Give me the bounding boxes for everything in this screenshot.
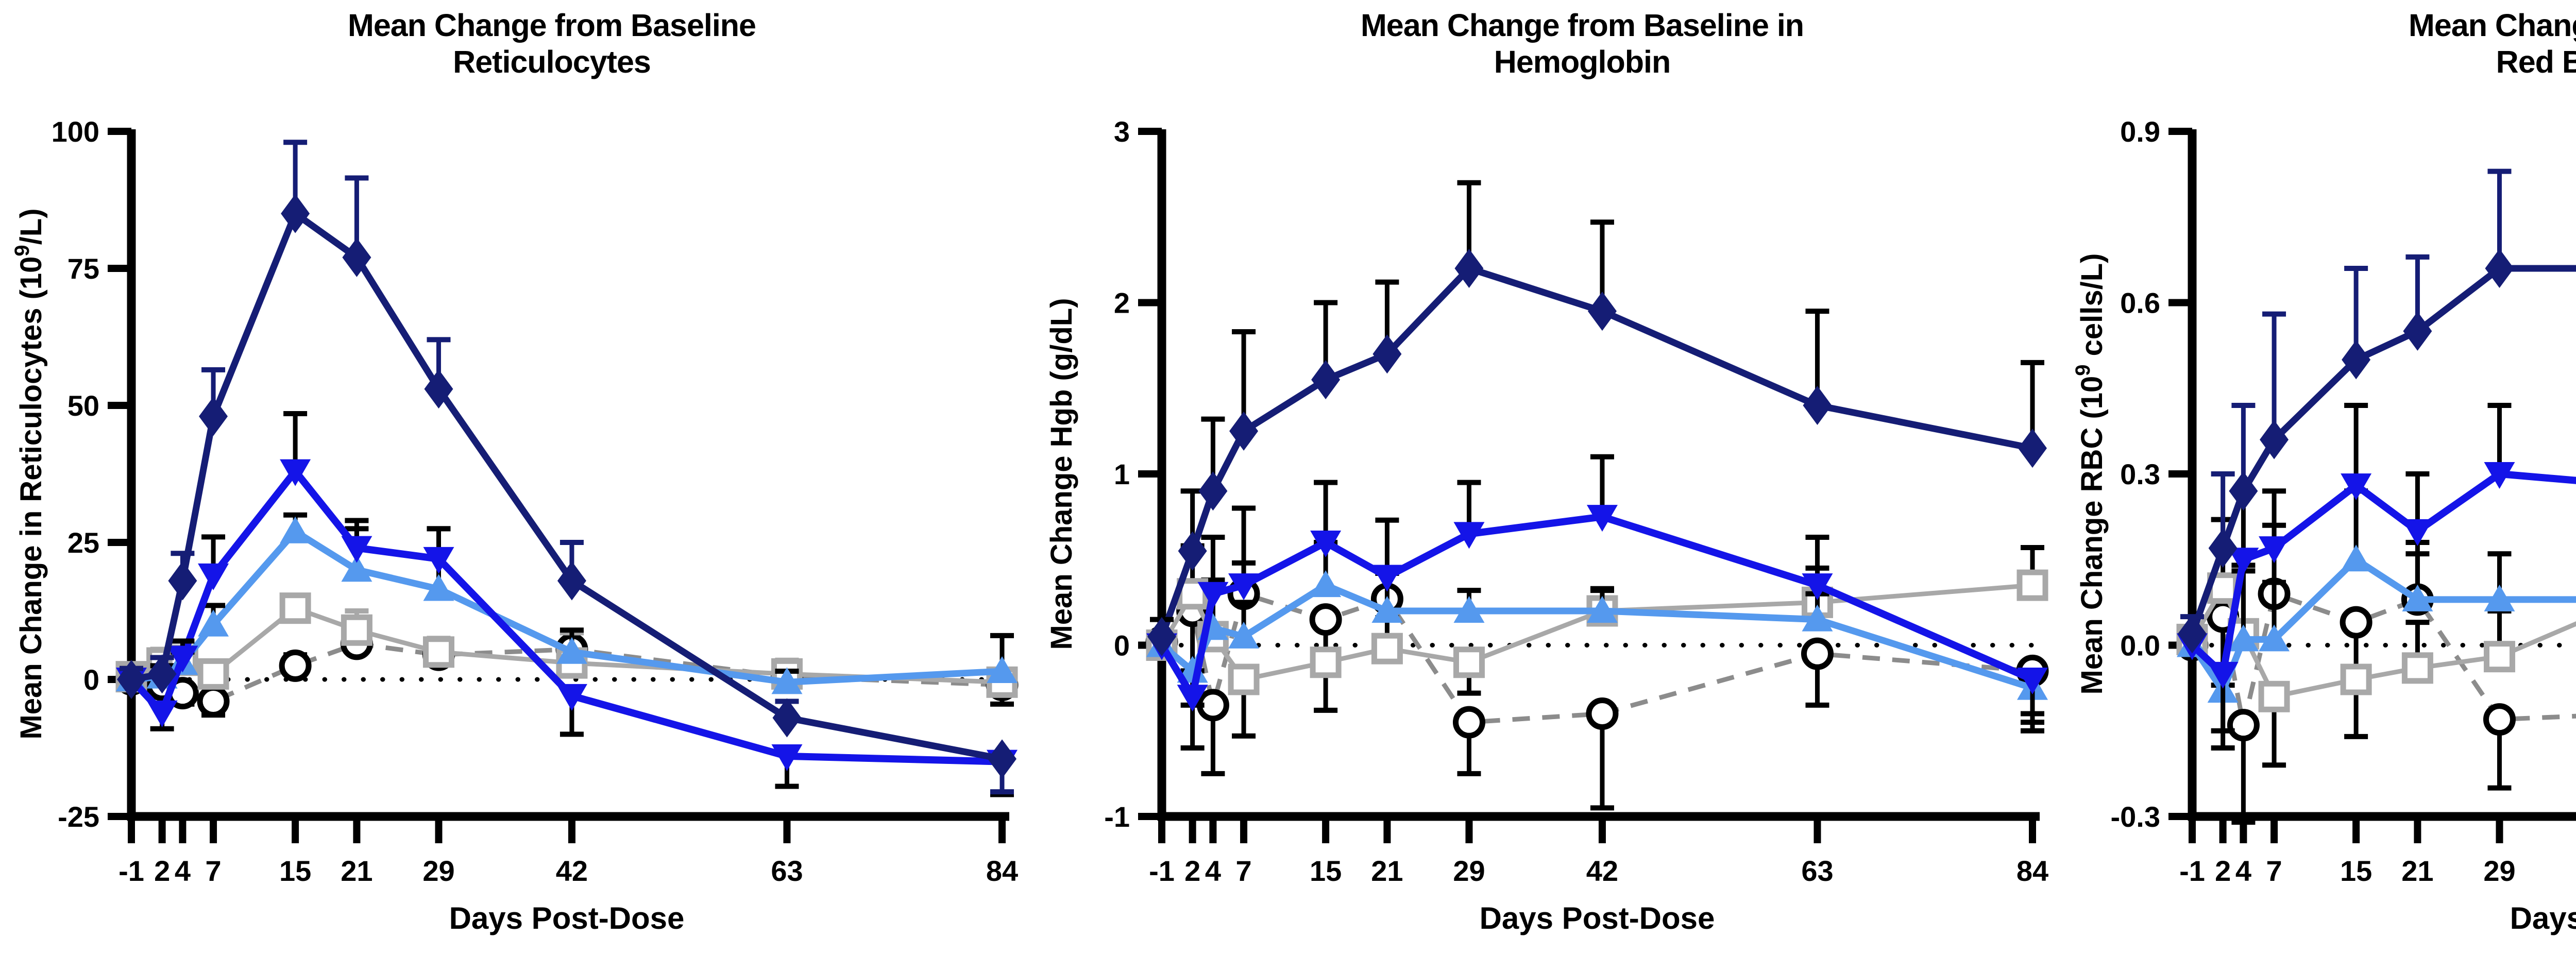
svg-text:15: 15 (1310, 855, 1342, 887)
svg-text:4: 4 (2235, 855, 2251, 887)
reticulocytes-plot-canvas: 100 75 50 25 0 -25 -1 2 4 7 15 21 29 42 63 84 Days Post-… (11, 115, 1019, 935)
svg-text:7: 7 (1235, 855, 1251, 887)
svg-text:50: 50 (67, 389, 99, 422)
axes (127, 129, 1009, 821)
svg-text:7: 7 (2266, 855, 2282, 887)
svg-text:63: 63 (771, 855, 803, 887)
svg-text:42: 42 (1586, 855, 1618, 887)
svg-text:2: 2 (1184, 855, 1200, 887)
svg-text:15: 15 (2340, 855, 2372, 887)
chart-panel-reticulocytes: Mean Change from Baseline Reticulocytes … (0, 0, 1030, 954)
svg-text:100: 100 (52, 115, 99, 148)
series-1.5-mg/kg (2177, 403, 2576, 734)
svg-text:-1: -1 (1149, 855, 1175, 887)
svg-text:-1: -1 (118, 855, 144, 887)
svg-text:0.9: 0.9 (2120, 115, 2160, 148)
y-axis-ticks: 0.9 0.6 0.3 0.0 -0.3 (2111, 115, 2192, 833)
chart-title-reticulocytes: Mean Change from Baseline Reticulocytes (77, 7, 1026, 80)
svg-text:84: 84 (986, 855, 1018, 887)
svg-text:7: 7 (205, 855, 221, 887)
series-4.5-mg/kg (1147, 180, 2047, 656)
svg-text:-25: -25 (58, 800, 99, 833)
svg-text:42: 42 (556, 855, 588, 887)
svg-text:0.3: 0.3 (2120, 458, 2160, 490)
title-line-1: Mean Change from Baseline (348, 8, 756, 43)
svg-text:29: 29 (2483, 855, 2515, 887)
svg-text:0.0: 0.0 (2120, 629, 2160, 662)
svg-text:29: 29 (1453, 855, 1485, 887)
svg-text:21: 21 (2401, 855, 2433, 887)
title-line-2: Reticulocytes (453, 44, 651, 79)
svg-text:4: 4 (1205, 855, 1221, 887)
y-axis-ticks: 100 75 50 25 0 -25 (52, 115, 131, 833)
svg-text:-0.3: -0.3 (2111, 800, 2161, 833)
chart-title-red-blood-cells: Mean Change from Baseline Red Blood Cell… (2138, 7, 2576, 80)
svg-text:3: 3 (1114, 115, 1130, 148)
svg-text:75: 75 (67, 252, 99, 285)
svg-text:1: 1 (1114, 458, 1130, 490)
series-4.5-mg/kg (117, 140, 1016, 795)
svg-text:25: 25 (67, 526, 99, 559)
y-axis-label: Mean Change in Reticulocytes (109/L) (11, 208, 48, 739)
chart-panel-hemoglobin: Mean Change from Baseline in Hemoglobin … (1030, 0, 2061, 954)
chart-panel-red-blood-cells: Mean Change from Baseline Red Blood Cell… (2061, 0, 2576, 954)
svg-text:21: 21 (341, 855, 372, 887)
svg-text:29: 29 (422, 855, 454, 887)
title-line-2: Hemoglobin (1494, 44, 1671, 79)
chart-title-hemoglobin: Mean Change from Baseline in Hemoglobin (1108, 7, 2057, 80)
y-axis-label: Mean Change Hgb (g/dL) (1045, 298, 1078, 650)
svg-text:4: 4 (175, 855, 191, 887)
svg-text:0.6: 0.6 (2120, 287, 2160, 319)
y-axis-label: Mean Change RBC (109 cells/L) (2072, 253, 2109, 694)
svg-text:2: 2 (154, 855, 170, 887)
x-axis-label: Days Post-Dose (1480, 901, 1715, 935)
svg-text:0: 0 (83, 663, 99, 696)
svg-text:84: 84 (2016, 855, 2048, 887)
svg-text:-1: -1 (2179, 855, 2205, 887)
svg-text:0: 0 (1114, 629, 1130, 662)
series-4.5-mg/kg (2178, 168, 2576, 654)
svg-text:-1: -1 (1104, 800, 1130, 833)
title-line-2: Red Blood Cells (2496, 44, 2576, 79)
series-1.5-mg/kg (116, 411, 1018, 797)
x-axis-label: Days Post-Dose (2510, 901, 2576, 935)
svg-text:2: 2 (1114, 287, 1130, 319)
svg-text:63: 63 (1801, 855, 1833, 887)
svg-text:2: 2 (2215, 855, 2231, 887)
svg-text:21: 21 (1371, 855, 1403, 887)
x-axis-label: Days Post-Dose (449, 901, 685, 935)
y-axis-ticks: 3 2 1 0 -1 (1104, 115, 1162, 833)
title-line-1: Mean Change from Baseline (2409, 8, 2576, 43)
title-line-1: Mean Change from Baseline in (1360, 8, 1804, 43)
svg-text:15: 15 (279, 855, 311, 887)
